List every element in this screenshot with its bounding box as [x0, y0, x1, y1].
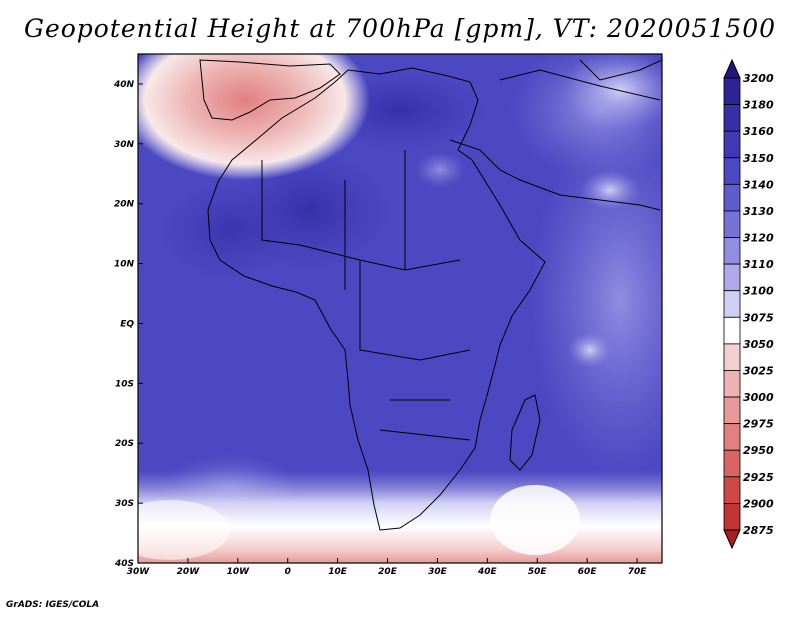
colorbar-swatch: [723, 343, 741, 371]
lat-label: 20N: [114, 200, 135, 210]
height-field: [138, 54, 662, 563]
colorbar-swatch: [723, 183, 741, 212]
colorbar-label: 3130: [743, 205, 774, 218]
lon-label: 10W: [227, 567, 251, 577]
lat-label: 40N: [113, 80, 135, 90]
colorbar-swatch: [723, 503, 741, 531]
colorbar-label: 3160: [743, 125, 774, 138]
lon-label: 60E: [578, 567, 598, 577]
colorbar: 3200 3180 3160 3150 3140 3130 3120 3110 3100 3075…: [723, 58, 774, 550]
lat-label: 30N: [114, 140, 135, 150]
colorbar-label: 3140: [743, 178, 774, 191]
colorbar-swatch: [723, 423, 741, 451]
colorbar-swatch: [723, 210, 741, 238]
map-title: Geopotential Height at 700hPa [gpm], VT:…: [23, 14, 777, 43]
lat-label: EQ: [120, 319, 134, 329]
colorbar-label: 3120: [743, 232, 774, 245]
lon-label: 30E: [428, 567, 448, 577]
colorbar-cap-top: [723, 58, 741, 79]
lat-label: 40S: [114, 559, 134, 569]
colorbar-swatch: [723, 130, 741, 159]
colorbar-swatch: [723, 290, 741, 318]
lon-label: 50E: [528, 567, 548, 577]
colorbar-label: 3200: [743, 72, 774, 85]
lat-label: 30S: [115, 499, 134, 509]
lat-label: 20S: [115, 439, 134, 449]
colorbar-label: 2925: [743, 471, 774, 484]
lat-label: 10S: [115, 379, 134, 389]
colorbar-label: 2875: [743, 524, 774, 537]
lon-label: 0: [285, 567, 291, 577]
longitude-axis: 30W 20W 10W 0 10E 20E 30E 40E 50E 60E 70E: [127, 558, 647, 577]
lon-label: 70E: [628, 567, 648, 577]
colorbar-cap-bottom: [723, 529, 741, 550]
lon-label: 20E: [378, 567, 398, 577]
colorbar-swatch: [723, 476, 741, 504]
colorbar-label: 3075: [743, 311, 774, 324]
grads-credit: GrADS: IGES/COLA: [6, 600, 100, 610]
latitude-axis: 40N 30N 20N 10N EQ 10S 20S 30S 40S: [113, 80, 143, 569]
colorbar-label: 3150: [743, 152, 774, 165]
colorbar-swatch: [723, 449, 741, 478]
plot-frame: [137, 53, 663, 564]
colorbar-swatch: [723, 157, 741, 185]
colorbar-label: 2900: [743, 497, 774, 510]
colorbar-swatch: [723, 316, 741, 345]
lon-label: 30W: [127, 567, 151, 577]
lon-label: 40E: [477, 567, 498, 577]
coastlines: [199, 59, 662, 531]
colorbar-label: 3110: [743, 258, 774, 271]
lon-label: 20W: [177, 567, 201, 577]
lon-label: 10E: [328, 567, 348, 577]
colorbar-swatch: [723, 396, 741, 425]
colorbar-label: 3100: [743, 285, 774, 298]
lat-label: 10N: [114, 260, 135, 270]
colorbar-label: 3050: [743, 338, 774, 351]
colorbar-swatch: [723, 370, 741, 398]
colorbar-swatch: [723, 263, 741, 292]
colorbar-label: 3000: [743, 391, 774, 404]
colorbar-label: 2975: [743, 418, 774, 431]
colorbar-swatch: [723, 104, 741, 132]
colorbar-swatch: [723, 77, 741, 105]
colorbar-swatch: [723, 237, 741, 265]
colorbar-label: 3180: [743, 99, 774, 112]
colorbar-label: 2950: [743, 444, 774, 457]
colorbar-label: 3025: [743, 364, 774, 377]
